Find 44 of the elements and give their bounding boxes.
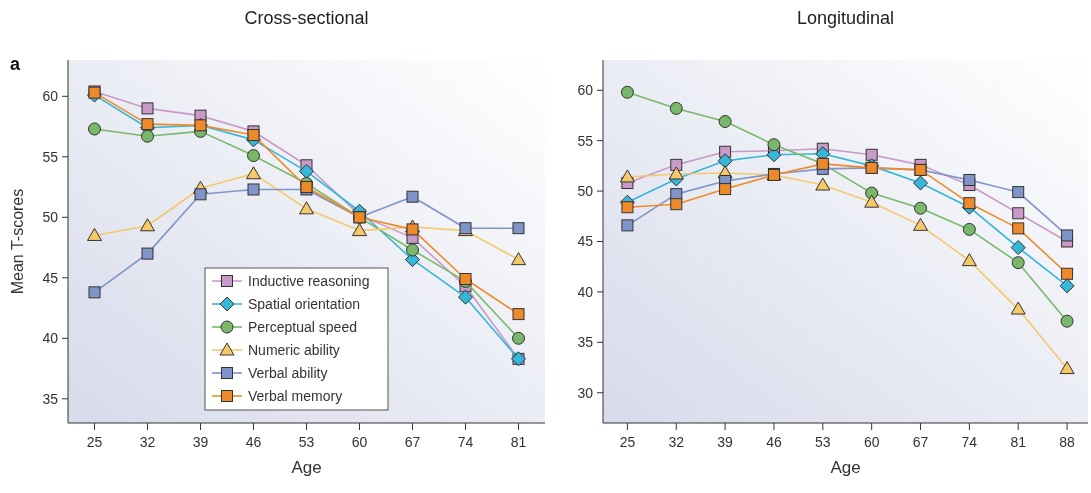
legend-label: Spatial orientation [248, 295, 361, 312]
x-tick-label: 67 [912, 434, 929, 450]
y-tick-label: 35 [42, 390, 59, 407]
x-tick-label: 25 [619, 434, 636, 450]
y-tick-label: 55 [42, 148, 59, 165]
y-axis-title: Mean T-scores [9, 188, 26, 295]
x-tick-label: 46 [245, 434, 262, 450]
y-tick-label: 40 [577, 283, 594, 300]
y-tick-label: 40 [42, 330, 59, 347]
x-axis-title: Age [830, 458, 861, 477]
x-tick-label: 39 [717, 434, 734, 450]
y-tick-label: 45 [42, 269, 59, 286]
x-tick-label: 53 [815, 434, 831, 450]
legend-label: Numeric ability [248, 341, 340, 358]
x-tick-label: 53 [298, 434, 315, 450]
x-tick-label: 32 [139, 434, 156, 450]
x-tick-label: 32 [668, 434, 685, 450]
legend-label: Perceptual speed [248, 318, 357, 335]
x-tick-label: 81 [1010, 434, 1027, 450]
x-tick-label: 60 [863, 434, 880, 450]
y-tick-label: 50 [42, 209, 59, 226]
legend-label: Verbal ability [248, 364, 328, 381]
x-tick-label: 81 [510, 434, 527, 450]
y-tick-label: 50 [577, 182, 594, 199]
text: a [10, 54, 21, 74]
x-tick-label: 25 [86, 434, 103, 450]
x-tick-label: 74 [457, 434, 474, 450]
y-tick-label: 60 [577, 82, 594, 99]
x-tick-label: 88 [1059, 434, 1076, 450]
chart-title: Longitudinal [796, 8, 895, 28]
y-tick-label: 30 [577, 384, 594, 401]
x-tick-label: 74 [961, 434, 978, 450]
x-tick-label: 60 [351, 434, 368, 450]
y-tick-label: 45 [577, 233, 594, 250]
legend-label: Inductive reasoning [248, 272, 370, 289]
legend-label: Verbal memory [248, 387, 343, 404]
y-tick-label: 55 [577, 132, 594, 149]
x-tick-label: 39 [192, 434, 209, 450]
x-tick-label: 46 [766, 434, 782, 450]
chart-title: Cross-sectional [244, 8, 369, 28]
y-tick-label: 35 [577, 334, 594, 351]
x-tick-label: 67 [404, 434, 421, 450]
x-axis-title: Age [291, 458, 322, 477]
y-tick-label: 60 [42, 88, 59, 105]
